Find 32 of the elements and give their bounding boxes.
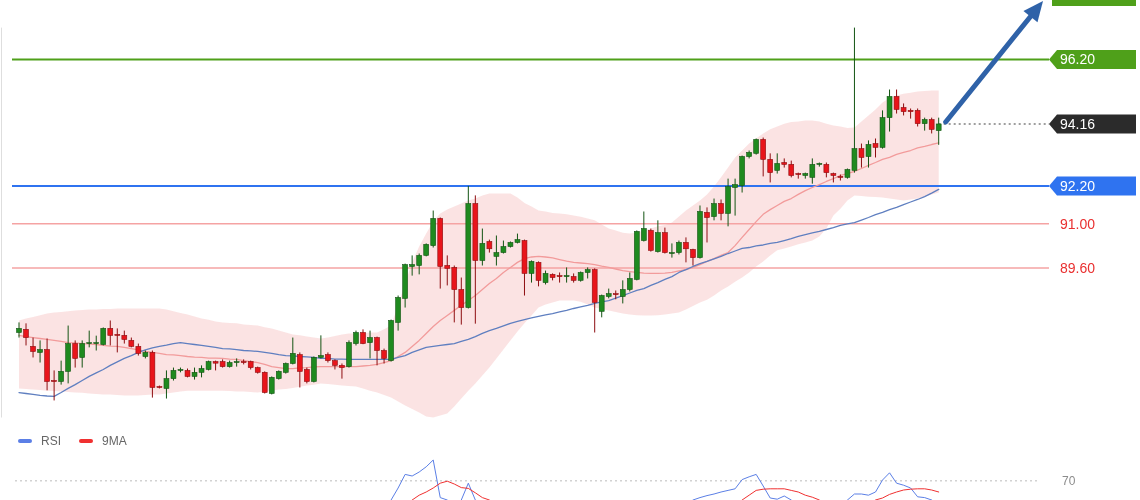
legend-label: RSI [41, 434, 62, 449]
candlestick [711, 198, 717, 221]
candlestick [37, 339, 43, 364]
candlestick [535, 260, 542, 287]
candlestick [662, 227, 668, 255]
ref-line-label: 94.16 [1060, 115, 1096, 132]
candlestick [23, 322, 29, 346]
candlestick [655, 219, 661, 254]
candlestick [683, 236, 689, 263]
text: 70 [1062, 474, 1076, 488]
y-tick-label: 89.60 [1060, 259, 1096, 276]
legend-label: 9MA [102, 434, 127, 449]
candlestick [718, 198, 724, 221]
candlestick [690, 248, 696, 267]
candlestick [528, 259, 535, 284]
candlestick [872, 138, 879, 158]
candlestick [479, 228, 486, 267]
y-tick-label: 96.20 [1060, 51, 1096, 68]
candlestick [367, 330, 373, 359]
candlestick [858, 143, 865, 169]
candlestick [935, 117, 942, 146]
y-tick-label: 91.00 [1060, 215, 1096, 232]
candlestick [774, 152, 780, 175]
candlestick [563, 266, 570, 284]
line-series [18, 188, 940, 397]
candlestick [16, 321, 22, 339]
y-tick-label: 92.20 [1060, 177, 1096, 194]
candlestick [704, 206, 710, 243]
candlestick [865, 139, 872, 169]
candlestick [72, 339, 78, 369]
candlestick [30, 337, 36, 358]
candlestick [648, 228, 654, 253]
